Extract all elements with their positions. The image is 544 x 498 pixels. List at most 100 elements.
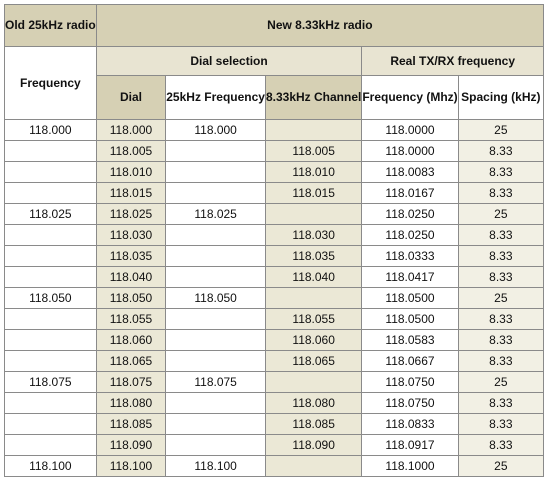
- 833khz-channel-cell: 118.015: [264, 182, 363, 204]
- real-frequency-cell: 118.0000: [361, 119, 459, 141]
- 833khz-channel-cell: 118.030: [264, 224, 363, 246]
- old-frequency-cell: [4, 308, 97, 330]
- 833khz-channel-cell: 118.010: [264, 161, 363, 183]
- old-frequency-cell: 118.075: [4, 371, 97, 393]
- real-frequency-cell: 118.0917: [361, 434, 459, 456]
- 833khz-channel-cell: [264, 119, 363, 141]
- 25khz-frequency-cell: 118.050: [165, 287, 266, 309]
- 25khz-frequency-cell: 118.025: [165, 203, 266, 225]
- 25khz-frequency-cell: [165, 182, 266, 204]
- 833khz-channel-cell: 118.090: [264, 434, 363, 456]
- table-row: 118.025 118.025 118.025 118.0250 25: [4, 203, 544, 225]
- dial-cell: 118.075: [95, 371, 167, 393]
- 25khz-frequency-cell: [165, 161, 266, 183]
- 833khz-channel-cell: 118.040: [264, 266, 363, 288]
- table-row: 118.050 118.050 118.050 118.0500 25: [4, 287, 544, 309]
- table-row: 118.040 118.040 118.0417 8.33: [4, 266, 544, 288]
- 25khz-frequency-cell: [165, 329, 266, 351]
- 25khz-frequency-cell: 118.075: [165, 371, 266, 393]
- real-frequency-cell: 118.0000: [361, 140, 459, 162]
- 833khz-channel-column-header: 8.33kHz Channel: [264, 75, 363, 120]
- spacing-cell: 8.33: [457, 224, 544, 246]
- dial-column-header: Dial: [95, 75, 167, 120]
- old-frequency-cell: [4, 329, 97, 351]
- 833khz-channel-cell: [264, 287, 363, 309]
- 25khz-frequency-column-header: 25kHz Frequency: [165, 75, 266, 120]
- table-row: 118.030 118.030 118.0250 8.33: [4, 224, 544, 246]
- table-body: 118.000 118.000 118.000 118.0000 25 118.005 11…: [4, 119, 544, 477]
- table-row: 118.090 118.090 118.0917 8.33: [4, 434, 544, 456]
- real-frequency-cell: 118.0333: [361, 245, 459, 267]
- 25khz-frequency-cell: [165, 413, 266, 435]
- spacing-cell: 8.33: [457, 182, 544, 204]
- spacing-cell: 8.33: [457, 392, 544, 414]
- old-radio-header: Old 25kHz radio: [4, 4, 97, 47]
- 833khz-channel-cell: 118.055: [264, 308, 363, 330]
- dial-cell: 118.015: [95, 182, 167, 204]
- dial-cell: 118.040: [95, 266, 167, 288]
- dial-selection-header: Dial selection: [95, 46, 363, 76]
- old-frequency-cell: [4, 350, 97, 372]
- spacing-cell: 25: [457, 287, 544, 309]
- spacing-cell: 8.33: [457, 413, 544, 435]
- real-frequency-cell: 118.0250: [361, 203, 459, 225]
- 833khz-channel-cell: 118.080: [264, 392, 363, 414]
- 25khz-frequency-cell: [165, 245, 266, 267]
- frequency-table: Old 25kHz radio New 8.33kHz radio Freque…: [4, 4, 544, 477]
- 833khz-channel-cell: 118.060: [264, 329, 363, 351]
- real-frequency-cell: 118.0417: [361, 266, 459, 288]
- dial-cell: 118.025: [95, 203, 167, 225]
- spacing-cell: 8.33: [457, 329, 544, 351]
- table-row: 118.055 118.055 118.0500 8.33: [4, 308, 544, 330]
- dial-cell: 118.090: [95, 434, 167, 456]
- dial-cell: 118.010: [95, 161, 167, 183]
- real-frequency-cell: 118.0500: [361, 287, 459, 309]
- real-frequency-cell: 118.0083: [361, 161, 459, 183]
- old-frequency-cell: [4, 266, 97, 288]
- old-frequency-cell: 118.000: [4, 119, 97, 141]
- 833khz-channel-cell: 118.085: [264, 413, 363, 435]
- dial-cell: 118.065: [95, 350, 167, 372]
- dial-cell: 118.030: [95, 224, 167, 246]
- spacing-cell: 8.33: [457, 161, 544, 183]
- old-frequency-cell: [4, 140, 97, 162]
- table-row: 118.035 118.035 118.0333 8.33: [4, 245, 544, 267]
- spacing-column-header: Spacing (kHz): [457, 75, 544, 120]
- old-frequency-cell: [4, 413, 97, 435]
- 25khz-frequency-cell: [165, 350, 266, 372]
- table-row: 118.010 118.010 118.0083 8.33: [4, 161, 544, 183]
- table-row: 118.000 118.000 118.000 118.0000 25: [4, 119, 544, 141]
- table-row: 118.085 118.085 118.0833 8.33: [4, 413, 544, 435]
- old-frequency-cell: [4, 245, 97, 267]
- table-row: 118.075 118.075 118.075 118.0750 25: [4, 371, 544, 393]
- table-row: 118.065 118.065 118.0667 8.33: [4, 350, 544, 372]
- spacing-cell: 8.33: [457, 434, 544, 456]
- spacing-cell: 8.33: [457, 266, 544, 288]
- 833khz-channel-cell: 118.035: [264, 245, 363, 267]
- 25khz-frequency-cell: [165, 140, 266, 162]
- spacing-cell: 8.33: [457, 245, 544, 267]
- frequency-column-header: Frequency: [4, 46, 97, 120]
- old-frequency-cell: 118.050: [4, 287, 97, 309]
- table-row: 118.005 118.005 118.0000 8.33: [4, 140, 544, 162]
- spacing-cell: 25: [457, 455, 544, 477]
- 25khz-frequency-cell: 118.100: [165, 455, 266, 477]
- spacing-cell: 25: [457, 371, 544, 393]
- new-radio-header: New 8.33kHz radio: [95, 4, 544, 47]
- table-row: 118.080 118.080 118.0750 8.33: [4, 392, 544, 414]
- 833khz-channel-cell: [264, 455, 363, 477]
- dial-cell: 118.050: [95, 287, 167, 309]
- dial-cell: 118.060: [95, 329, 167, 351]
- dial-cell: 118.100: [95, 455, 167, 477]
- 25khz-frequency-cell: 118.000: [165, 119, 266, 141]
- 25khz-frequency-cell: [165, 434, 266, 456]
- table-row: 118.015 118.015 118.0167 8.33: [4, 182, 544, 204]
- 25khz-frequency-cell: [165, 224, 266, 246]
- old-frequency-cell: [4, 161, 97, 183]
- real-frequency-cell: 118.0250: [361, 224, 459, 246]
- 833khz-channel-cell: [264, 203, 363, 225]
- 25khz-frequency-cell: [165, 308, 266, 330]
- 833khz-channel-cell: 118.005: [264, 140, 363, 162]
- dial-cell: 118.035: [95, 245, 167, 267]
- real-frequency-cell: 118.0750: [361, 392, 459, 414]
